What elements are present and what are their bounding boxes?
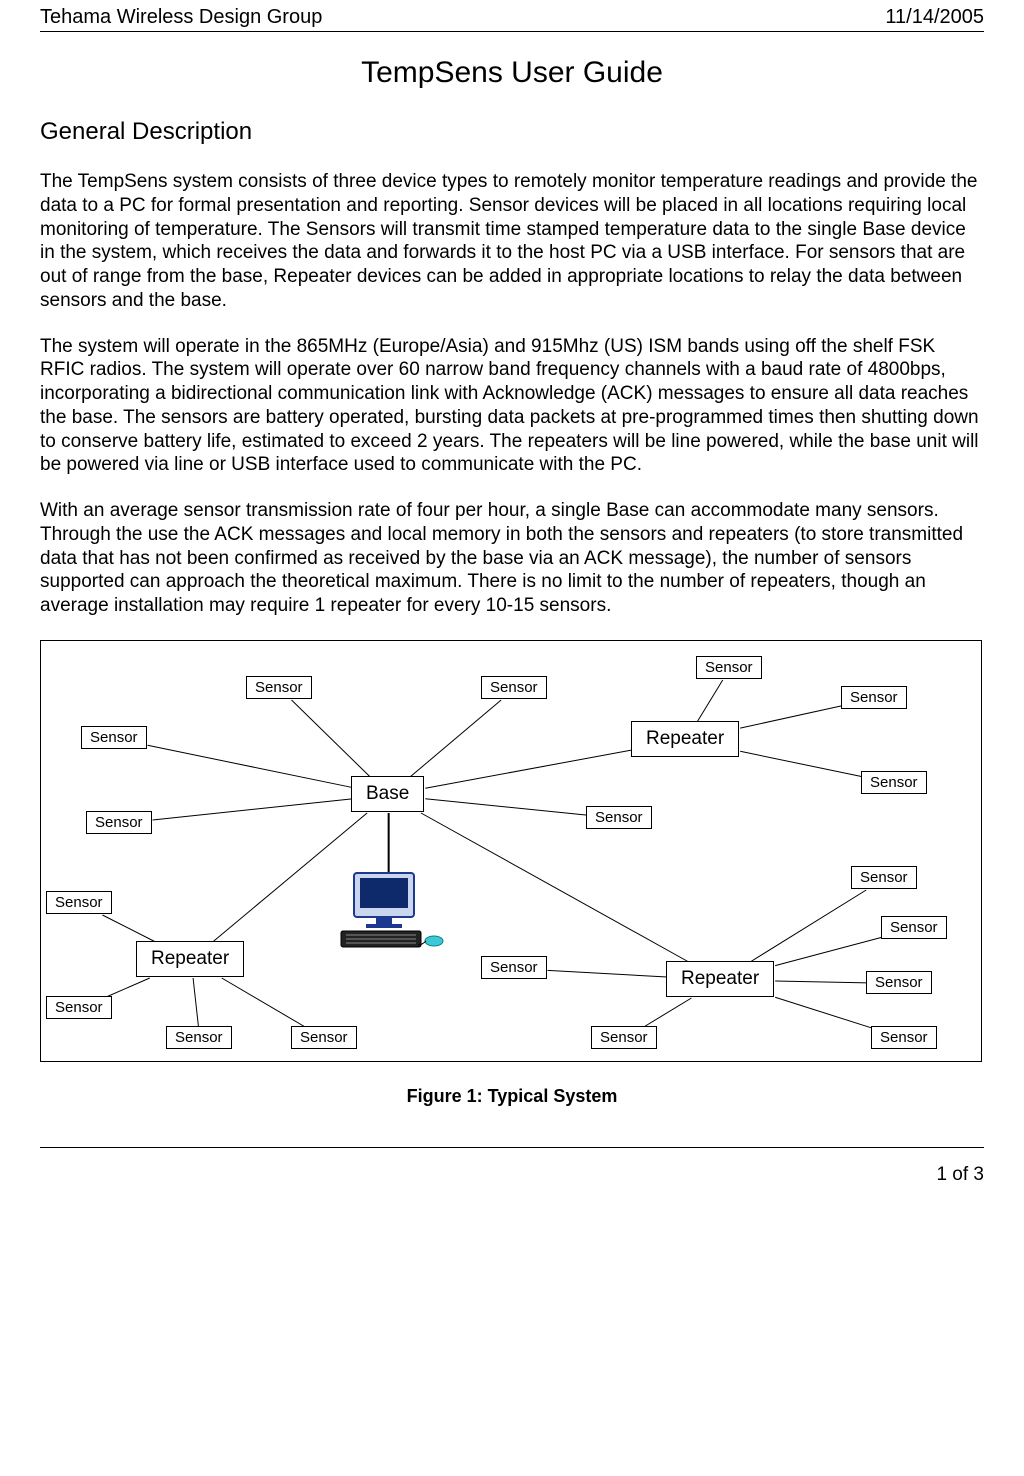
diagram-node-s11: Sensor — [866, 971, 932, 994]
diagram-node-s12: Sensor — [871, 1026, 937, 1049]
footer-bar: 1 of 3 — [40, 1147, 984, 1186]
diagram-edges — [41, 641, 981, 1061]
diagram-node-s8: Sensor — [861, 771, 927, 794]
header-right: 11/14/2005 — [885, 6, 984, 29]
diagram-node-base: Base — [351, 776, 424, 812]
header-bar: Tehama Wireless Design Group 11/14/2005 — [40, 0, 984, 32]
header-left: Tehama Wireless Design Group — [40, 6, 322, 29]
computer-icon — [336, 871, 446, 951]
diagram-node-s3: Sensor — [81, 726, 147, 749]
diagram-node-rep2: Repeater — [666, 961, 774, 997]
diagram-node-s17: Sensor — [166, 1026, 232, 1049]
paragraph-1: The TempSens system consists of three de… — [40, 170, 984, 313]
diagram-node-s7: Sensor — [841, 686, 907, 709]
diagram-node-s10: Sensor — [881, 916, 947, 939]
diagram-node-s2: Sensor — [481, 676, 547, 699]
diagram-node-s16: Sensor — [46, 996, 112, 1019]
diagram-node-s15: Sensor — [46, 891, 112, 914]
figure-caption: Figure 1: Typical System — [40, 1086, 984, 1107]
document-title: TempSens User Guide — [40, 56, 984, 90]
diagram-node-rep1: Repeater — [631, 721, 739, 757]
section-heading: General Description — [40, 118, 984, 146]
diagram-node-s4: Sensor — [86, 811, 152, 834]
diagram-node-s14: Sensor — [481, 956, 547, 979]
diagram-node-s1: Sensor — [246, 676, 312, 699]
paragraph-3: With an average sensor transmission rate… — [40, 499, 984, 618]
diagram-node-s18: Sensor — [291, 1026, 357, 1049]
diagram-node-s9: Sensor — [851, 866, 917, 889]
diagram-node-rep3: Repeater — [136, 941, 244, 977]
diagram-node-s13: Sensor — [591, 1026, 657, 1049]
paragraph-2: The system will operate in the 865MHz (E… — [40, 335, 984, 478]
page-number: 1 of 3 — [936, 1164, 984, 1186]
diagram-node-s6: Sensor — [696, 656, 762, 679]
system-diagram: Base Repeater Repeater Repeater Sensor Sensor… — [40, 640, 982, 1062]
diagram-node-s5: Sensor — [586, 806, 652, 829]
